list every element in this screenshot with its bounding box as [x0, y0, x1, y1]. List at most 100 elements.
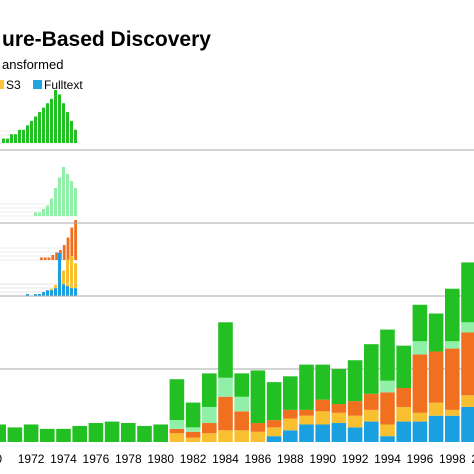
bar-1981-light_green	[169, 420, 185, 429]
x-tick-label: 1994	[374, 452, 401, 466]
bar-1997-yellow	[428, 402, 444, 416]
bar-1990-dark_green	[315, 364, 330, 400]
bar-1991-dark_green	[331, 369, 347, 405]
mini-panel-0-bar-4	[18, 129, 21, 143]
mini-panel-2-bar-19	[74, 220, 77, 260]
mini-panel-1-bar-14	[58, 177, 61, 216]
mini-panel-4-bar-8	[34, 294, 37, 296]
x-axis-ticks: 0 1972 1974 1976 1978 1980 1982 1984 1986 1988 199…	[0, 452, 474, 466]
mini-panel-0-bar-18	[74, 129, 77, 143]
bar-1988-orange	[283, 409, 298, 419]
x-tick-label: 1992	[342, 452, 369, 466]
mini-panel-0	[0, 90, 78, 144]
mini-panel-3-bar-15	[62, 270, 65, 296]
bar-1981-orange	[169, 428, 185, 434]
mini-panel-1	[0, 167, 78, 217]
mini-panel-0-bar-9	[38, 112, 41, 143]
bar-1999-blue	[461, 406, 474, 442]
mini-panel-0-bar-7	[30, 120, 33, 143]
x-tick-label: 1988	[277, 452, 304, 466]
mini-panel-4-bar-14	[58, 253, 61, 296]
bar-1970-dark_green	[0, 424, 6, 442]
bar-1983-orange	[202, 423, 217, 434]
stacked-bars	[0, 262, 474, 442]
mini-panel-4-bar-11	[46, 290, 49, 296]
mini-panel-4-bar-9	[38, 294, 41, 296]
bar-1986-dark_green	[250, 370, 266, 424]
bar-1992-dark_green	[347, 360, 363, 402]
x-tick-label: 1998	[439, 452, 466, 466]
bar-1994-light_green	[380, 380, 395, 393]
mini-panel-3-bar-17	[70, 256, 73, 296]
legend-swatch-s3	[0, 80, 4, 89]
bar-1996-orange	[412, 354, 428, 413]
mini-panel-1-bar-18	[74, 188, 77, 216]
bar-1987-yellow	[266, 427, 282, 437]
bar-1998-dark_green	[445, 288, 460, 342]
mini-panel-4-bar-6	[26, 294, 29, 296]
bar-1988-yellow	[283, 418, 298, 431]
mini-panel-0-bar-0	[2, 138, 5, 143]
mini-panel-1-bar-12	[50, 198, 53, 216]
gridlines	[0, 149, 474, 370]
bar-1996-yellow	[412, 412, 428, 422]
bar-1992-orange	[347, 401, 363, 416]
bar-1995-orange	[396, 387, 411, 407]
x-tick-label: 1986	[245, 452, 272, 466]
mini-panel-3-bar-18	[74, 263, 77, 296]
bar-1985-orange	[234, 411, 249, 431]
mini-panel-1-bar-15	[62, 167, 65, 216]
bar-1979-dark_green	[137, 425, 152, 442]
bar-1984-orange	[218, 396, 233, 431]
bar-1972-dark_green	[23, 424, 39, 442]
legend-label-fulltext: Fulltext	[44, 78, 83, 92]
chart-subtitle: ansformed	[2, 57, 63, 72]
bar-1983-yellow	[202, 433, 217, 442]
bar-1987-dark_green	[266, 382, 282, 421]
bar-1986-orange	[250, 423, 266, 432]
bar-1974-dark_green	[56, 428, 71, 442]
mini-panel-2-bar-12	[47, 257, 51, 260]
bar-1985-dark_green	[234, 373, 249, 397]
mini-panel-1-bar-16	[66, 174, 69, 216]
mini-panel-2-bar-10	[40, 257, 43, 260]
bar-1982-light_green	[185, 427, 201, 432]
mini-panel-0-bar-11	[46, 103, 49, 143]
mini-panel-4-bar-18	[74, 288, 77, 296]
mini-panel-1-bar-10	[42, 209, 45, 216]
mini-panel-0-bar-14	[58, 94, 61, 143]
bar-1992-yellow	[347, 415, 363, 428]
mini-panel-1-bar-8	[34, 212, 37, 216]
bar-1996-light_green	[412, 341, 428, 355]
bar-1993-orange	[364, 393, 379, 410]
mini-panel-0-bar-10	[42, 107, 45, 143]
x-tick-label: 1976	[83, 452, 110, 466]
bar-1983-dark_green	[202, 373, 217, 407]
bar-1994-blue	[380, 436, 395, 442]
bar-1989-blue	[299, 424, 314, 442]
mini-panel-4-bar-10	[42, 292, 45, 296]
bar-1971-dark_green	[7, 427, 23, 442]
bar-1985-yellow	[234, 430, 249, 442]
bar-1977-dark_green	[104, 421, 120, 442]
bar-1996-blue	[412, 421, 428, 442]
bar-1986-yellow	[250, 431, 266, 442]
legend-swatch-fulltext	[33, 80, 42, 89]
bar-1999-yellow	[461, 395, 474, 407]
bar-1987-blue	[266, 436, 282, 442]
bar-1991-yellow	[331, 412, 347, 424]
bar-1990-yellow	[315, 411, 330, 425]
bar-1993-dark_green	[364, 344, 379, 394]
mini-panel-0-bar-3	[14, 134, 17, 143]
bar-1990-orange	[315, 399, 330, 412]
bar-1992-blue	[347, 427, 363, 442]
mini-panel-0-bar-16	[66, 112, 69, 143]
bar-1993-blue	[364, 421, 379, 442]
bar-1984-yellow	[218, 430, 233, 442]
bar-1982-dark_green	[185, 402, 201, 428]
bar-1994-dark_green	[380, 329, 395, 381]
mini-panel-1-bar-13	[54, 188, 57, 216]
bar-1999-orange	[461, 332, 474, 396]
bar-1997-orange	[428, 351, 444, 403]
